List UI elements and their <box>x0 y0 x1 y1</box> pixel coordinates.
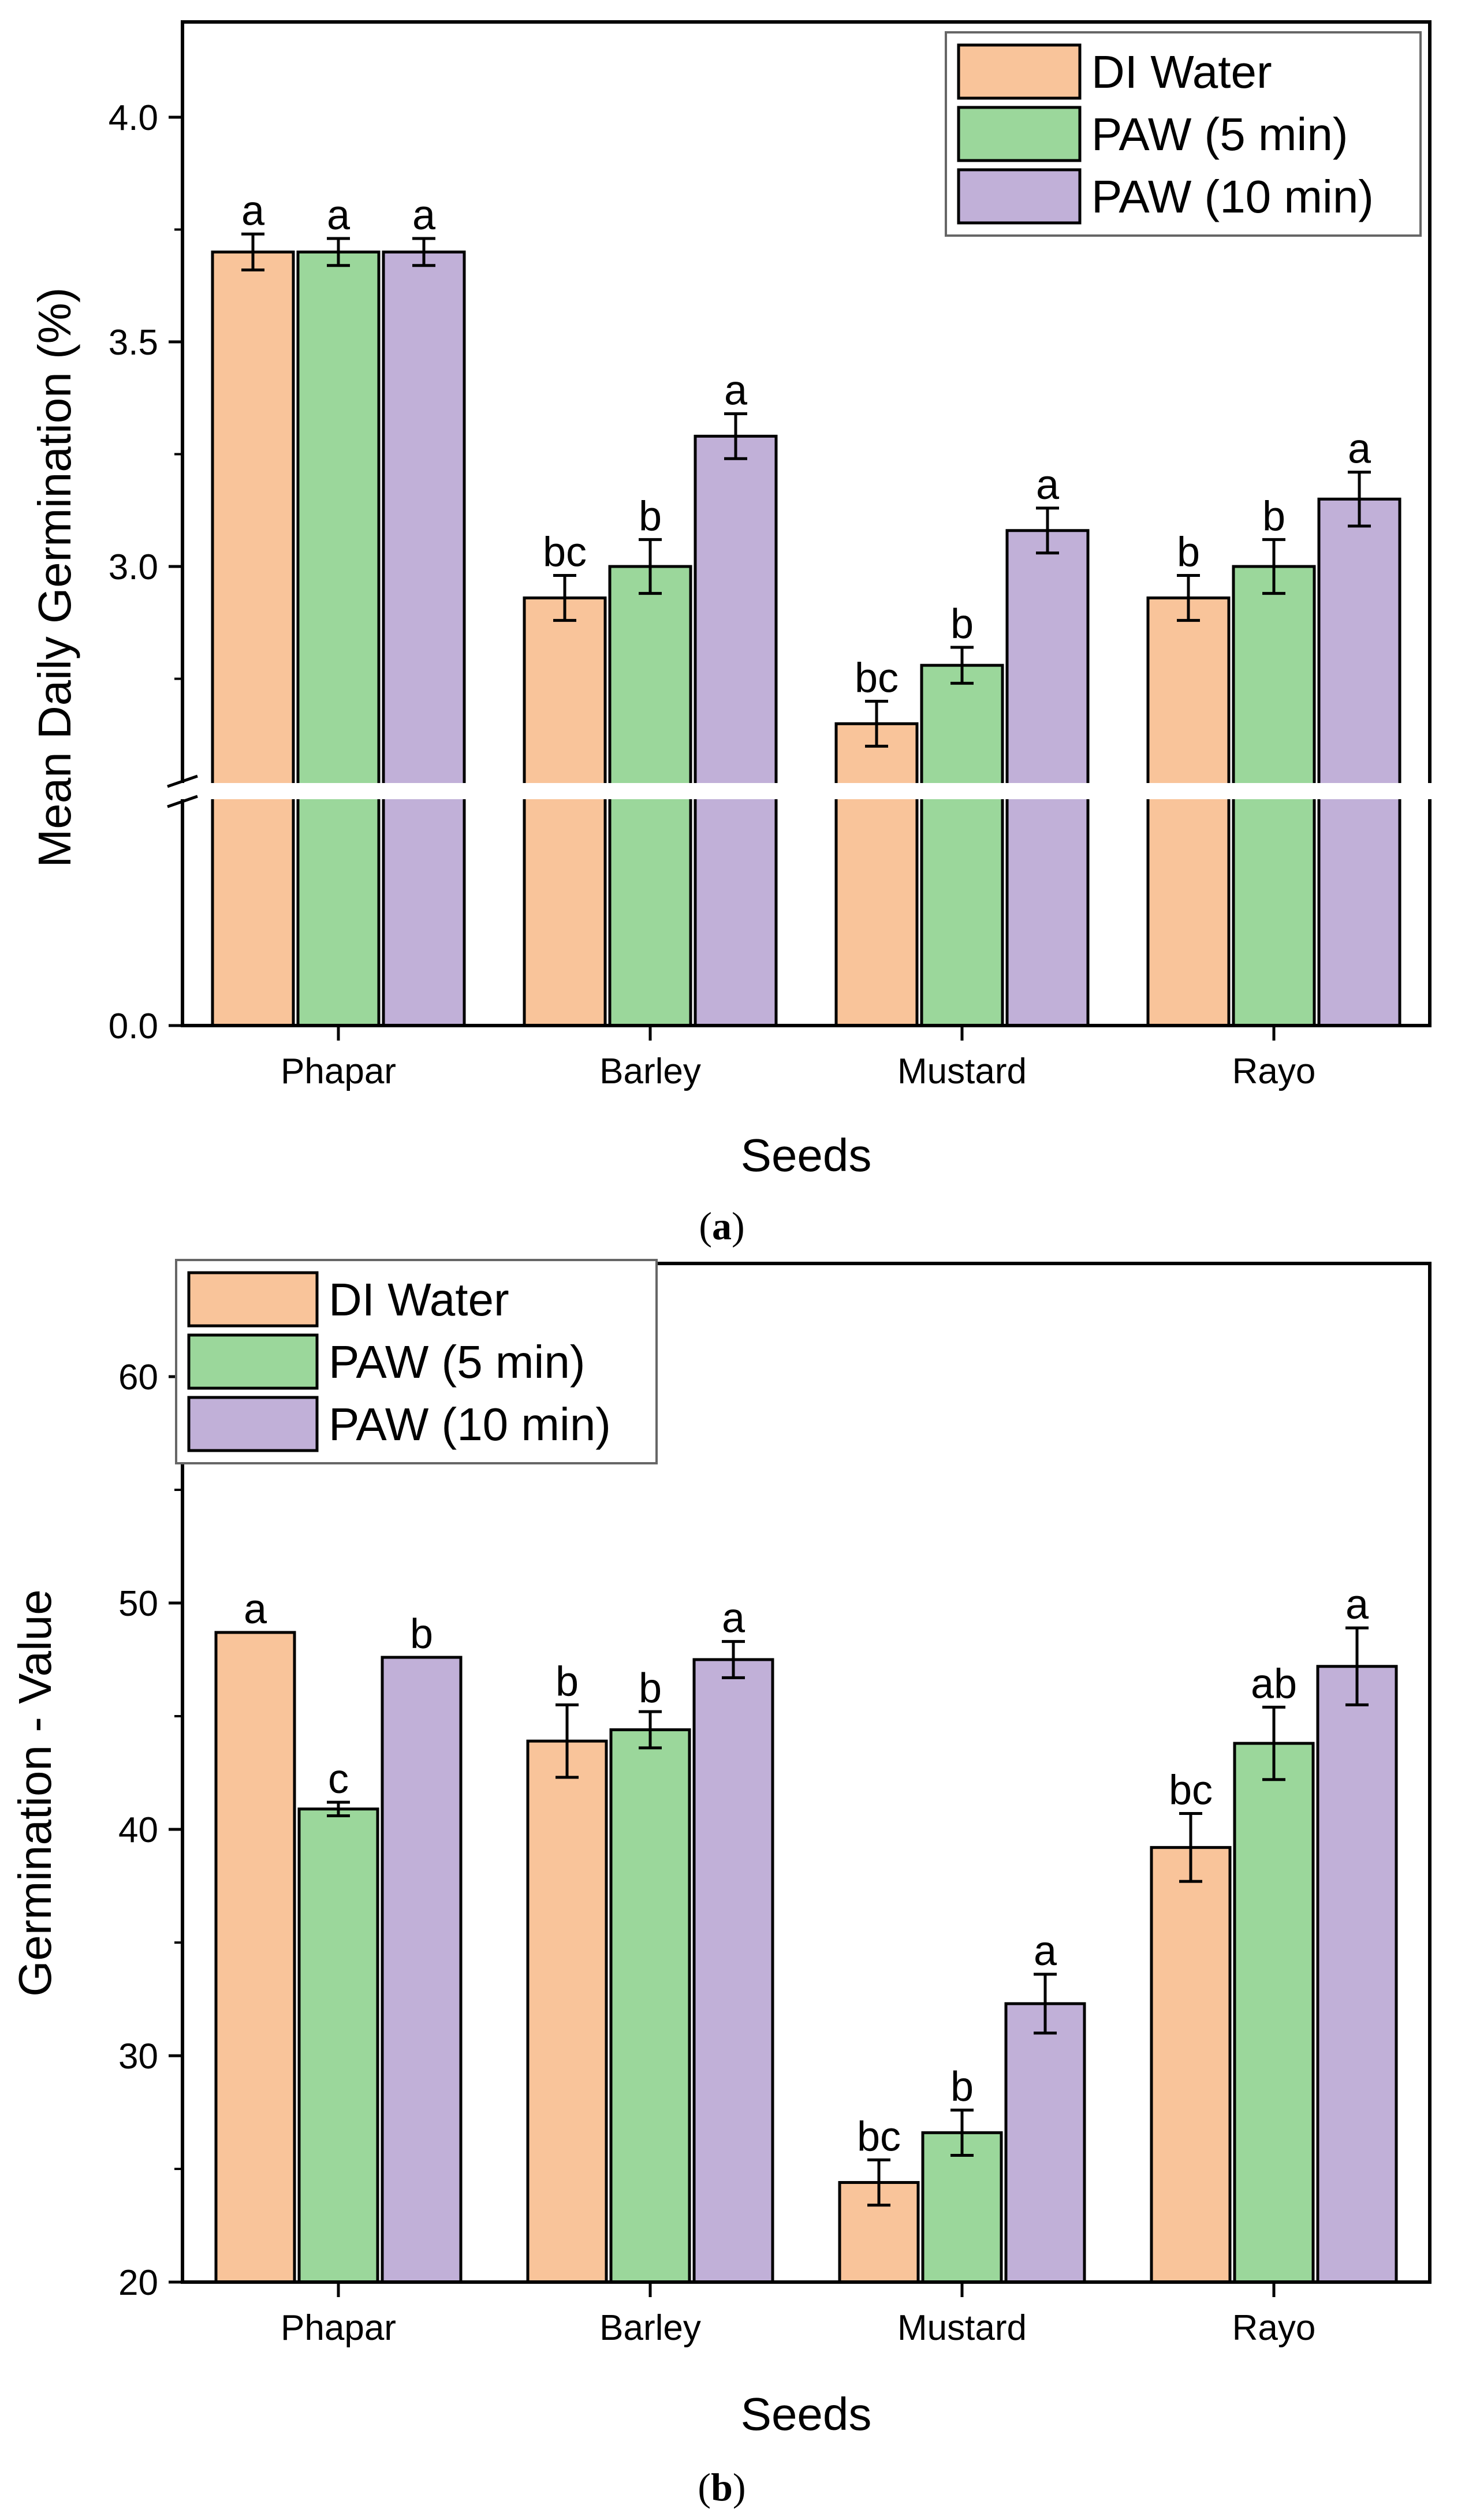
panel-a-plot-frame <box>181 20 1432 1027</box>
panel-a-x-axis-label: Seeds <box>741 1129 872 1181</box>
panel-a-x-tick-label-barley: Barley <box>599 1052 701 1091</box>
panel-b-bar-paw-10-min-barley[interactable] <box>692 1658 774 2284</box>
panel-a-axis-break-mark <box>167 774 198 788</box>
panel-a-y-axis-label: Mean Daily Germination (%) <box>29 288 80 868</box>
panel-b-legend-swatch-paw-5-min[interactable] <box>187 1333 319 1390</box>
panel-b-bar-paw-5-min-rayo[interactable] <box>1233 1742 1315 2284</box>
panel-a-y-tick-label: 3.0 <box>109 547 158 587</box>
panel-b-legend-swatch-paw-10-min[interactable] <box>187 1396 319 1452</box>
panel-a-significance-letter: b <box>639 493 662 539</box>
panel-b-bar-paw-10-min-phapar[interactable] <box>381 1656 463 2284</box>
panel-a-y-tick-label: 0.0 <box>109 1006 158 1046</box>
panel-b-y-tick-label: 50 <box>118 1584 158 1624</box>
panel-a-bar-di-water-barley[interactable] <box>523 596 607 1027</box>
panel-a-x-tick-label-mustard: Mustard <box>897 1052 1027 1091</box>
panel-b-bar-paw-5-min-barley[interactable] <box>609 1728 691 2284</box>
panel-b-bar-paw-10-min-mustard[interactable] <box>1004 2002 1086 2284</box>
panel-b-x-tick-label-barley: Barley <box>599 2308 701 2348</box>
panel-a-chart: a a a bc b a bc b a b b a Phapar Barley Mustard Rayo 0.… <box>29 20 1449 1248</box>
panel-b-bar-di-water-phapar[interactable] <box>214 1631 296 2284</box>
panel-a-significance-letter: a <box>412 192 436 238</box>
panel-a-legend-label-paw-10-min[interactable]: PAW (10 min) <box>1091 171 1374 222</box>
panel-b-legend-swatch-di-water[interactable] <box>187 1271 319 1328</box>
panel-a-bar-di-water-rayo[interactable] <box>1146 596 1231 1027</box>
panel-b-caption: (b) <box>698 2465 745 2509</box>
panel-b-chart: a c b b b a bc b a bc ab a Phapar Barley Mustard Rayo 2… <box>9 1259 1432 2509</box>
panel-b-significance-letter: b <box>950 2064 974 2110</box>
panel-b-significance-letter: ab <box>1251 1661 1297 1707</box>
panel-b-significance-letter: a <box>1034 1928 1057 1974</box>
panel-b-bar-paw-5-min-mustard[interactable] <box>921 2131 1003 2284</box>
panel-b-plot-frame <box>181 1262 1432 2284</box>
panel-a-significance-letter: a <box>241 188 265 234</box>
panel-b-legend: DI Water PAW (5 min) PAW (10 min) <box>175 1259 658 1464</box>
panel-a-legend-swatch-paw-5-min[interactable] <box>957 106 1082 162</box>
panel-a-legend-swatch-di-water[interactable] <box>957 43 1082 100</box>
panel-a-significance-letter: a <box>327 192 351 238</box>
panel-a-legend: DI Water PAW (5 min) PAW (10 min) <box>945 31 1422 237</box>
panel-b-significance-letter: bc <box>857 2113 901 2160</box>
panel-b-legend-label-paw-5-min[interactable]: PAW (5 min) <box>329 1336 585 1388</box>
panel-a-bar-di-water-phapar[interactable] <box>211 250 295 1027</box>
panel-a-x-tick-label-rayo: Rayo <box>1232 1052 1316 1091</box>
panel-b-y-tick-label: 30 <box>118 2037 158 2077</box>
panel-b-bar-di-water-rayo[interactable] <box>1150 1846 1232 2284</box>
panel-b-significance-letter: a <box>244 1586 267 1632</box>
panel-a-bar-paw-5-min-mustard[interactable] <box>920 663 1004 1027</box>
panel-b-x-tick-label-phapar: Phapar <box>281 2308 396 2348</box>
panel-b-significance-letter: bc <box>1169 1768 1213 1814</box>
panel-a-y-tick-label: 3.5 <box>109 323 158 363</box>
panel-a-legend-swatch-paw-10-min[interactable] <box>957 168 1082 225</box>
panel-a-x-tick-label-phapar: Phapar <box>281 1052 396 1091</box>
panel-a-legend-label-paw-5-min[interactable]: PAW (5 min) <box>1091 109 1348 160</box>
panel-a-significance-letter: a <box>724 367 748 413</box>
panel-a-caption: (a) <box>699 1204 744 1248</box>
panel-b-significance-letter: c <box>328 1756 349 1802</box>
panel-a-significance-letter: bc <box>855 655 899 701</box>
panel-a-significance-letter: a <box>1036 462 1060 508</box>
panel-a-significance-letter: a <box>1348 426 1371 472</box>
panel-a-bar-paw-10-min-phapar[interactable] <box>382 250 466 1027</box>
panel-b-y-tick-label: 60 <box>118 1358 158 1397</box>
panel-b-x-tick-label-mustard: Mustard <box>897 2308 1027 2348</box>
panel-a-y-tick-label: 4.0 <box>109 98 158 138</box>
panel-a-significance-letter: b <box>1177 530 1200 576</box>
panel-a-legend-label-di-water[interactable]: DI Water <box>1091 46 1272 98</box>
panel-b-significance-letter: b <box>410 1611 433 1657</box>
panel-a-axis-break-mark <box>167 795 198 808</box>
panel-b-bar-paw-5-min-phapar[interactable] <box>297 1807 379 2284</box>
panel-b-significance-letter: b <box>556 1658 579 1705</box>
panel-b-significance-letter: a <box>1345 1582 1369 1628</box>
panel-a-bar-paw-10-min-rayo[interactable] <box>1317 497 1401 1027</box>
panel-a-axis-break-gap <box>167 783 1449 799</box>
panel-b-x-axis-label: Seeds <box>741 2388 872 2440</box>
panel-a-significance-letter: b <box>950 601 974 647</box>
panel-a-bar-di-water-mustard[interactable] <box>834 722 919 1027</box>
panel-a-significance-letter: bc <box>543 530 587 576</box>
panel-b-bar-paw-10-min-rayo[interactable] <box>1316 1665 1398 2284</box>
panel-b-y-tick-label: 20 <box>118 2263 158 2303</box>
panel-b-legend-label-di-water[interactable]: DI Water <box>329 1274 509 1325</box>
panel-a-bar-paw-10-min-mustard[interactable] <box>1005 529 1090 1027</box>
panel-b-y-tick-label: 40 <box>118 1810 158 1850</box>
panel-a-bar-paw-5-min-phapar[interactable] <box>296 250 381 1027</box>
panel-b-legend-label-paw-10-min[interactable]: PAW (10 min) <box>329 1399 611 1450</box>
panel-a-significance-letter: b <box>1262 493 1285 539</box>
panel-b-significance-letter: b <box>639 1665 662 1712</box>
panel-b-y-axis-label: Germination - Value <box>9 1589 61 1997</box>
panel-b-significance-letter: a <box>722 1595 745 1642</box>
panel-b-bar-di-water-barley[interactable] <box>526 1739 608 2284</box>
panel-a-bar-paw-10-min-barley[interactable] <box>694 434 778 1027</box>
panel-b-x-tick-label-rayo: Rayo <box>1232 2308 1316 2348</box>
